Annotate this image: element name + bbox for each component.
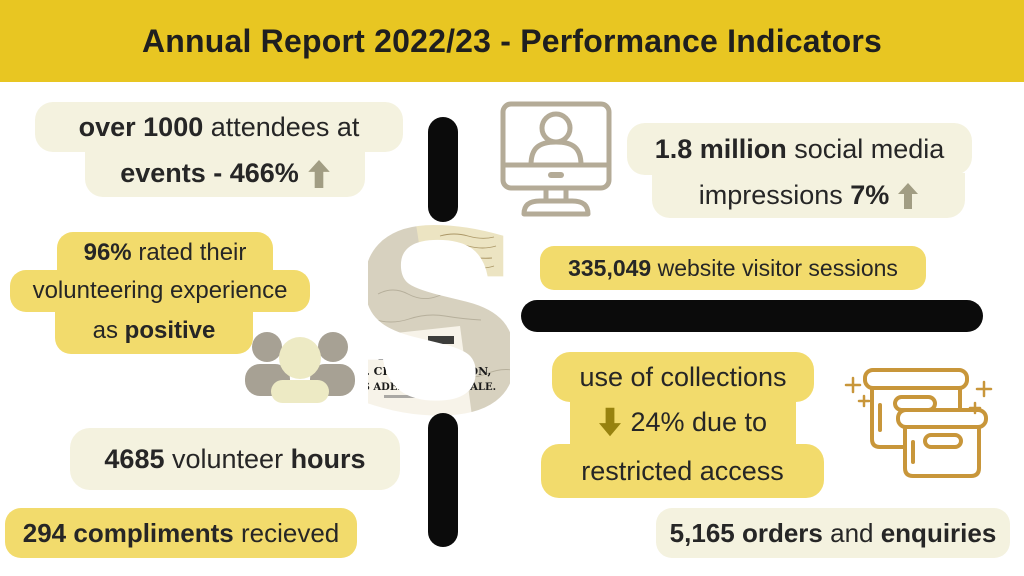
- stat-text: rated their: [131, 239, 247, 266]
- stat-text: positive: [124, 317, 216, 344]
- playbill-line2: MR. CHARLES DILLON,: [368, 365, 491, 378]
- person-head: [539, 111, 573, 145]
- stat-attendees-line1: over 1000 attendees at: [35, 102, 403, 152]
- front-box-lid: [896, 408, 988, 429]
- stat-text: use of collections: [579, 361, 787, 392]
- divider-bar-bottom: [428, 413, 458, 547]
- header-banner: Annual Report 2022/23 - Performance Indi…: [0, 0, 1024, 82]
- stat-volunteer-rating-line3: as positive: [55, 308, 253, 354]
- stat-text: restricted access: [581, 455, 784, 486]
- stat-text: impressions: [698, 180, 851, 210]
- stat-compliments: 294 compliments recieved: [5, 508, 357, 558]
- stat-attendees-line2: events - 466%: [85, 150, 365, 197]
- stat-social-line2: impressions 7%: [652, 173, 965, 218]
- stat-text: 335,049: [568, 254, 652, 281]
- stat-text: 96%: [83, 239, 132, 266]
- divider-bar-top: [428, 117, 458, 222]
- people-group-icon: [245, 332, 355, 403]
- stat-text: 294 compliments: [22, 518, 234, 548]
- stat-text: hours: [290, 443, 366, 474]
- archive-boxes-icon: [844, 368, 993, 478]
- stat-text: 1.8 million: [654, 133, 787, 164]
- playbill-line3: MISS ADELINE LONSDALE.: [368, 382, 496, 393]
- stat-collections-line2: 24% due to: [570, 398, 796, 446]
- stat-text: 5,165 orders: [669, 518, 823, 548]
- page-title: Annual Report 2022/23 - Performance Indi…: [141, 22, 883, 59]
- stat-volunteer-hours: 4685 volunteer hours: [70, 428, 400, 490]
- sparkle-icon: [844, 376, 993, 415]
- stat-text: attendees at: [203, 111, 360, 142]
- stat-text: recieved: [233, 518, 340, 548]
- stat-text: 7%: [850, 180, 890, 210]
- person-shoulders: [528, 139, 584, 168]
- stat-text: as: [92, 317, 125, 344]
- stat-text: 24% due to: [622, 406, 768, 437]
- stat-sessions: 335,049 website visitor sessions: [540, 246, 926, 290]
- stat-text: social media: [786, 133, 945, 164]
- logo-manuscript-texture: [416, 224, 510, 306]
- stat-text: website visitor sessions: [651, 254, 898, 281]
- arrow-up-icon: [898, 182, 919, 209]
- arrow-up-icon: [308, 159, 330, 188]
- stat-text: events - 466%: [120, 158, 299, 188]
- playbill-line1: LAST NIGHT OF: [378, 352, 458, 362]
- stat-collections-line1: use of collections: [552, 352, 814, 402]
- stat-orders: 5,165 orders and enquiries: [656, 508, 1010, 558]
- stat-collections-line3: restricted access: [541, 444, 824, 498]
- stat-volunteer-rating-line1: 96% rated their: [57, 232, 273, 274]
- stat-text: volunteer: [164, 443, 291, 474]
- back-box-lid: [863, 368, 969, 390]
- logo-playbill-texture: [368, 326, 472, 416]
- stat-text: enquiries: [880, 518, 997, 548]
- stat-text: and: [822, 518, 881, 548]
- stat-social-line1: 1.8 million social media: [627, 123, 972, 175]
- stat-text: 4685: [104, 443, 165, 474]
- stat-text: volunteering experience: [32, 277, 288, 304]
- arrow-down-icon: [598, 407, 621, 437]
- stat-volunteer-rating-line2: volunteering experience: [10, 270, 310, 312]
- monitor-screen: [500, 101, 612, 191]
- monitor-stand: [521, 198, 591, 217]
- archives-s-logo: S LAST NIGHT OF MR. CHARLES DILLON,: [368, 224, 510, 416]
- divider-bar-horizontal: [521, 300, 983, 332]
- monitor-person-icon: [500, 101, 612, 217]
- stat-text: over 1000: [78, 111, 204, 142]
